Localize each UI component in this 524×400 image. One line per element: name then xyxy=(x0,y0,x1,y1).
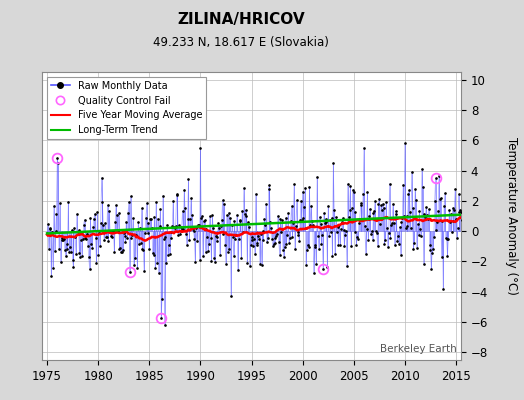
Y-axis label: Temperature Anomaly (°C): Temperature Anomaly (°C) xyxy=(505,137,518,295)
Legend: Raw Monthly Data, Quality Control Fail, Five Year Moving Average, Long-Term Tren: Raw Monthly Data, Quality Control Fail, … xyxy=(47,77,206,139)
Text: 49.233 N, 18.617 E (Slovakia): 49.233 N, 18.617 E (Slovakia) xyxy=(153,36,329,49)
Text: ZILINA/HRICOV: ZILINA/HRICOV xyxy=(177,12,305,27)
Text: Berkeley Earth: Berkeley Earth xyxy=(380,344,457,354)
